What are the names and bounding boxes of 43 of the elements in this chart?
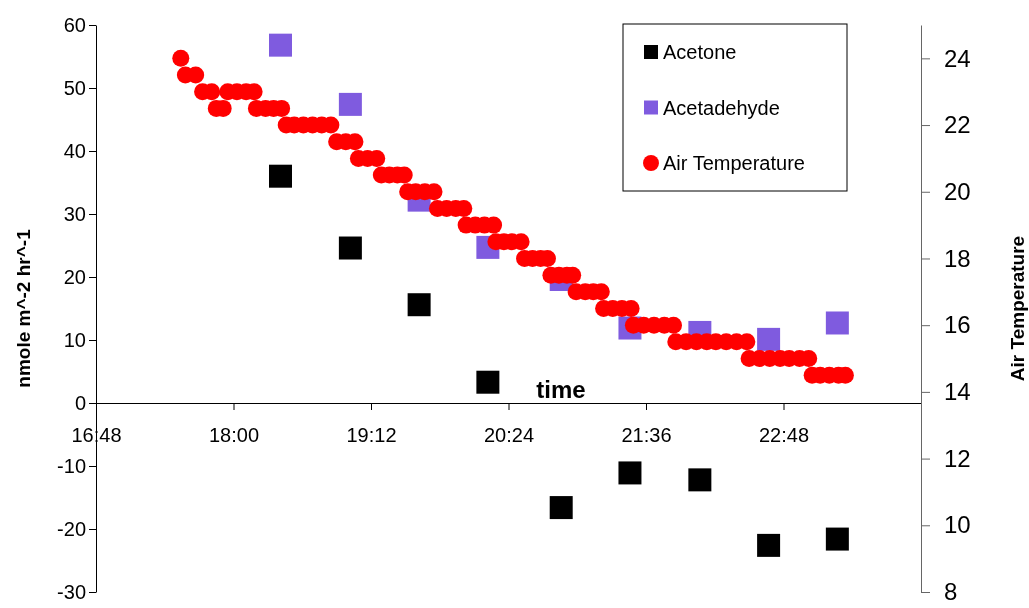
y2-tick-label: 22 — [944, 111, 971, 139]
y-tick-label: 60 — [63, 13, 86, 36]
x-tick-label: 22:48 — [758, 424, 810, 447]
y-tick-label: 20 — [63, 265, 86, 288]
point — [549, 496, 573, 520]
y-tick-label: 50 — [63, 76, 86, 99]
y-tick-label: -20 — [57, 517, 86, 540]
x-tick-label: 18:00 — [208, 424, 260, 447]
point — [338, 92, 362, 116]
y2-tick-label: 14 — [944, 378, 971, 406]
point — [688, 468, 712, 492]
legend-label: Air Temperature — [663, 152, 805, 174]
y-tick-label: 40 — [63, 139, 86, 162]
x-axis-title: time — [536, 376, 586, 403]
y-tick-label: -10 — [57, 454, 86, 477]
legend-label: Acetadehyde — [663, 96, 780, 119]
point — [476, 370, 500, 394]
point — [268, 33, 292, 57]
y-tick-label: 30 — [63, 202, 86, 225]
y2-tick-label: 16 — [944, 311, 971, 339]
legend-label: Acetone — [663, 41, 737, 63]
y2-tick-label: 18 — [944, 244, 971, 272]
y2-tick-label: 24 — [944, 44, 971, 72]
point — [407, 293, 431, 317]
point — [825, 311, 849, 335]
y-tick-label: -30 — [57, 580, 86, 603]
y-tick-label: 10 — [63, 328, 86, 351]
point — [757, 533, 781, 557]
y2-tick-label: 12 — [944, 444, 971, 472]
point — [825, 527, 849, 551]
x-tick-label: 20:24 — [483, 424, 535, 447]
y2-tick-label: 8 — [944, 578, 958, 606]
y2-axis-title: Air Temperature — [1007, 235, 1028, 382]
y2-tick-label: 10 — [944, 511, 971, 539]
x-tick-label: 19:12 — [346, 424, 397, 447]
x-tick-label: 21:36 — [621, 424, 672, 447]
y2-tick-label: 20 — [944, 177, 971, 205]
y-tick-label: 0 — [74, 391, 86, 414]
y-axis-title: nmole m^-2 hr^-1 — [13, 228, 34, 388]
point — [757, 327, 781, 351]
point — [268, 164, 292, 188]
point — [338, 236, 362, 260]
point — [618, 461, 642, 485]
